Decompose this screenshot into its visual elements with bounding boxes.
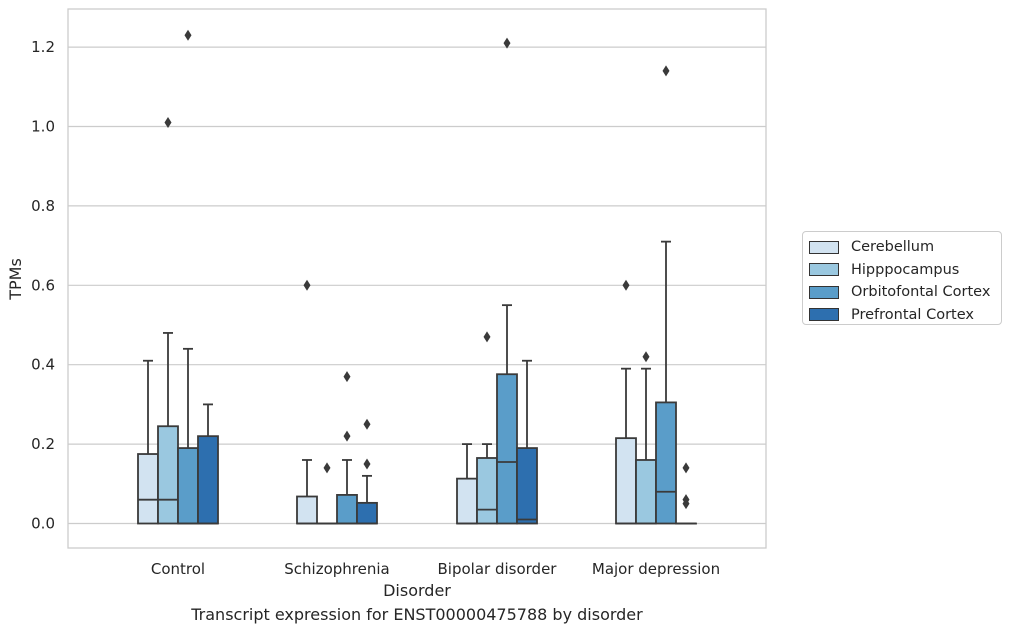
x-tick-label: Schizophrenia xyxy=(284,560,389,578)
box-hipppocampus-3 xyxy=(635,351,657,525)
y-tick-label: 0.6 xyxy=(31,276,55,294)
legend-item: Prefrontal Cortex xyxy=(809,304,995,327)
box-orbitofontal-cortex-2 xyxy=(496,37,518,525)
legend-swatch xyxy=(809,308,839,322)
legend-label: Hipppocampus xyxy=(851,261,960,278)
box-body xyxy=(655,401,677,525)
box-prefrontal-cortex-3 xyxy=(675,462,697,525)
y-tick-label: 0.8 xyxy=(31,197,55,215)
legend-label: Orbitofontal Cortex xyxy=(851,284,991,301)
box-body xyxy=(177,447,199,525)
y-tick-label: 0.2 xyxy=(31,435,55,453)
outlier-point xyxy=(303,279,311,291)
box-orbitofontal-cortex-0 xyxy=(177,29,199,525)
x-axis-label: Disorder xyxy=(383,581,451,600)
x-tick-label: Control xyxy=(151,560,205,578)
outlier-point xyxy=(682,494,690,506)
box-body xyxy=(296,495,318,525)
chart-caption: Transcript expression for ENST0000047578… xyxy=(191,605,643,624)
box-body xyxy=(635,459,657,525)
y-tick-label: 1.0 xyxy=(31,118,55,136)
box-body xyxy=(456,477,478,525)
box-body xyxy=(356,501,378,525)
box-hipppocampus-2 xyxy=(476,331,498,525)
outlier-point xyxy=(642,351,650,363)
y-axis-label: TPMs xyxy=(6,258,25,301)
box-body xyxy=(197,435,219,525)
box-body xyxy=(516,447,538,525)
y-tick-label: 0.0 xyxy=(31,515,55,533)
legend-label: Cerebellum xyxy=(851,239,935,256)
box-marks xyxy=(137,29,697,525)
box-prefrontal-cortex-2 xyxy=(516,359,538,525)
x-tick-label: Bipolar disorder xyxy=(438,560,558,578)
box-orbitofontal-cortex-3 xyxy=(655,65,677,525)
box-hipppocampus-1 xyxy=(316,462,338,525)
box-prefrontal-cortex-0 xyxy=(197,403,219,525)
x-tick-label: Major depression xyxy=(592,560,720,578)
legend: Cerebellum Hipppocampus Orbitofontal Corte… xyxy=(802,231,1002,325)
box-cerebellum-1 xyxy=(296,279,318,525)
legend-item: Hipppocampus xyxy=(809,259,995,282)
plot-frame xyxy=(67,8,767,549)
box-prefrontal-cortex-1 xyxy=(356,418,378,525)
y-tick-labels: 0.0 0.2 0.4 0.6 0.8 1.0 1.2 xyxy=(31,38,55,532)
box-cerebellum-0 xyxy=(137,359,159,525)
outlier-point xyxy=(363,458,371,470)
y-tick-label: 0.4 xyxy=(31,356,55,374)
legend-swatch xyxy=(809,240,839,254)
outlier-point xyxy=(503,37,511,49)
outlier-point xyxy=(184,29,192,41)
box-hipppocampus-0 xyxy=(157,117,179,525)
outlier-point xyxy=(363,418,371,430)
legend-label: Prefrontal Cortex xyxy=(851,306,974,323)
outlier-point xyxy=(682,462,690,474)
y-tick-label: 1.2 xyxy=(31,38,55,56)
legend-item: Cerebellum xyxy=(809,236,995,259)
outlier-point xyxy=(323,462,331,474)
legend-swatch xyxy=(809,285,839,299)
outlier-point xyxy=(343,371,351,383)
outlier-point xyxy=(164,117,172,129)
legend-swatch xyxy=(809,263,839,277)
box-body xyxy=(137,453,159,525)
box-orbitofontal-cortex-1 xyxy=(336,371,358,525)
outlier-point xyxy=(483,331,491,343)
box-cerebellum-3 xyxy=(615,279,637,525)
x-tick-labels: Control Schizophrenia Bipolar disorder Majo… xyxy=(151,560,720,578)
outlier-point xyxy=(622,279,630,291)
box-body xyxy=(336,494,358,525)
box-body xyxy=(615,437,637,525)
box-body xyxy=(476,457,498,525)
legend-item: Orbitofontal Cortex xyxy=(809,281,995,304)
outlier-point xyxy=(343,430,351,442)
gridlines xyxy=(68,46,766,525)
box-body xyxy=(157,425,179,525)
box-body xyxy=(496,373,518,525)
outlier-point xyxy=(662,65,670,77)
box-cerebellum-2 xyxy=(456,443,478,525)
